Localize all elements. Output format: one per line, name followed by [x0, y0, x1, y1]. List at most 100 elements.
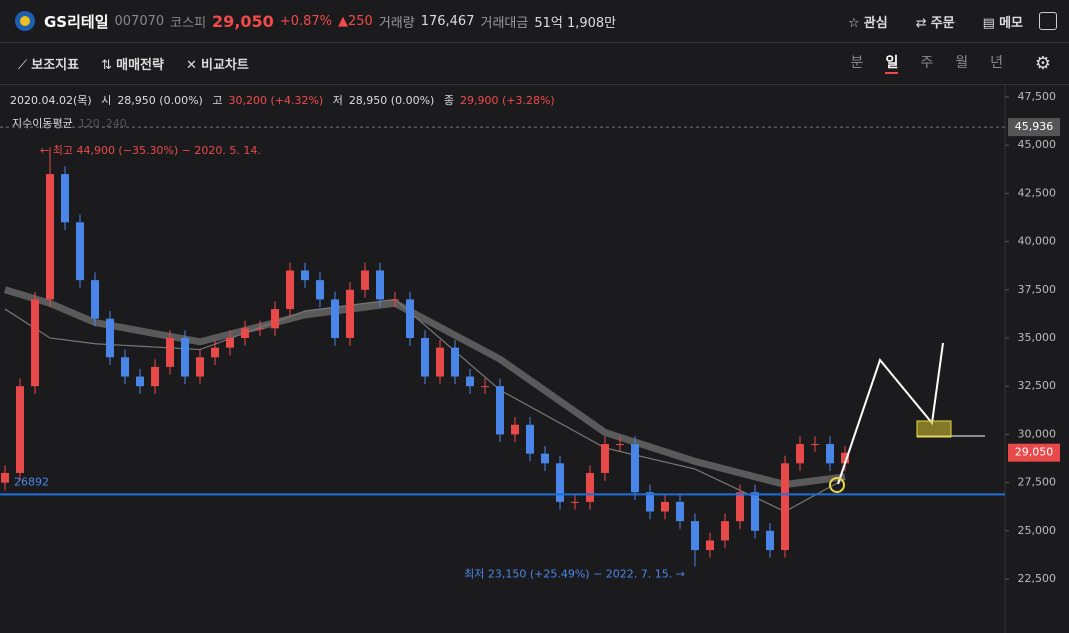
candle-body	[826, 444, 834, 464]
candle-body	[256, 328, 264, 330]
label: 종	[443, 94, 454, 107]
candle-body	[511, 424, 519, 435]
y-tick-label: 45,000	[1018, 138, 1057, 151]
candle-body	[376, 270, 384, 300]
label: 보조지표	[31, 57, 80, 73]
volume: 176,467	[420, 13, 475, 29]
stock-name: GS리테일	[44, 12, 109, 31]
candle-body	[271, 309, 279, 329]
candle-body	[346, 289, 354, 338]
amount: 51억 1,908만	[534, 15, 617, 31]
candle-body	[106, 318, 114, 358]
candle-body	[721, 521, 729, 541]
period-tab[interactable]: 일	[885, 52, 899, 74]
candle-body	[811, 444, 819, 446]
candle-body	[796, 444, 804, 464]
value: 30,200 (+4.32%)	[228, 94, 324, 107]
candle-body	[781, 463, 789, 551]
candle-body	[541, 453, 549, 464]
candle-body	[601, 444, 609, 473]
candle-body	[406, 299, 414, 338]
y-tick-label: 35,000	[1018, 331, 1057, 344]
label: 주문	[930, 15, 955, 31]
axis-tag	[1008, 118, 1060, 137]
tool[interactable]: ✕ 비교차트	[185, 57, 249, 73]
action-button[interactable]: ▤ 메모	[982, 15, 1023, 31]
candle-body	[841, 452, 849, 464]
candle-body	[526, 424, 534, 454]
label: 시	[101, 94, 112, 107]
candle-body	[226, 337, 234, 348]
candle-body	[361, 270, 369, 290]
y-tick-label: 47,500	[1018, 90, 1057, 103]
drawing-box	[916, 420, 952, 438]
candle-body	[136, 376, 144, 387]
period-tab[interactable]: 월	[955, 55, 969, 71]
value: 28,950 (0.00%)	[348, 94, 435, 107]
candle-body	[181, 337, 189, 377]
candle-body	[451, 347, 459, 377]
support-label: 26892	[14, 475, 49, 488]
tool[interactable]: ⇅ 매매전략	[101, 57, 164, 73]
label: 메모	[999, 15, 1023, 31]
y-tick-label: 42,500	[1018, 186, 1057, 199]
candle-body	[631, 444, 639, 493]
y-tick-label: 30,000	[1018, 427, 1057, 440]
candle-body	[16, 386, 24, 473]
chart: 22,500 25,000 27,500 30,000 32,500 35,000 37,5…	[0, 85, 1060, 633]
label: 비교차트	[200, 57, 249, 73]
period-tab[interactable]: 년	[990, 55, 1003, 71]
label: 매매전략	[116, 57, 164, 73]
settings[interactable]: ⚙	[1034, 52, 1051, 74]
candle-body	[1, 472, 9, 483]
label: 거래대금	[480, 15, 529, 31]
axis-tag-label: 45,936	[1015, 120, 1054, 133]
candle-body	[31, 299, 39, 387]
y-tick-label: 27,500	[1018, 476, 1057, 489]
candle-body	[691, 521, 699, 551]
candle-body	[496, 386, 504, 435]
indicator-line: 지수이동평균 120 240	[12, 115, 133, 131]
arrow: ▲	[338, 13, 348, 29]
candle-body	[61, 174, 69, 223]
candle-body	[121, 357, 129, 377]
date: 2020.04.02(목)	[10, 94, 92, 107]
candle-body	[706, 540, 714, 551]
candle-body	[166, 337, 174, 367]
candle-body	[616, 444, 624, 446]
panel-toggle[interactable]	[1039, 12, 1057, 30]
moving-average	[3, 286, 846, 489]
change: 250	[348, 13, 373, 29]
label: 고	[212, 94, 223, 107]
candle-body	[436, 347, 444, 377]
min-annotation: 최저 23,150 (+25.49%) − 2022. 7. 15. →	[464, 567, 685, 580]
logo	[15, 11, 35, 31]
candle-body	[301, 270, 309, 281]
price: 29,050	[212, 11, 274, 31]
value: 29,900 (+3.28%)	[459, 94, 555, 107]
candle-body	[556, 463, 564, 502]
indicator: 지수이동평균	[12, 117, 73, 130]
candle-body	[46, 174, 54, 300]
action-button[interactable]: ⇄ 주문	[915, 15, 955, 31]
label: 거래량	[378, 15, 415, 31]
value: 28,950 (0.00%)	[117, 94, 203, 107]
market: 코스피	[170, 15, 207, 31]
y-tick-label: 32,500	[1018, 379, 1057, 392]
candle-body	[316, 280, 324, 300]
label: 저	[332, 94, 343, 107]
header: GS리테일 007070 코스피 29,050 +0.87% ▲ 250 거래량…	[0, 0, 1069, 43]
candle-body	[736, 492, 744, 522]
candle-body	[421, 337, 429, 377]
candle-body	[466, 376, 474, 387]
y-tick-label: 22,500	[1018, 572, 1057, 585]
period-tab[interactable]: 분	[850, 55, 864, 71]
period-tab[interactable]: 주	[920, 55, 934, 71]
action-button[interactable]: ☆ 관심	[847, 15, 888, 31]
candle-body	[391, 299, 399, 301]
tool[interactable]: ⟋ 보조지표	[18, 57, 80, 73]
label: 관심	[863, 15, 888, 31]
candle-body	[766, 530, 774, 551]
candle-body	[286, 270, 294, 310]
